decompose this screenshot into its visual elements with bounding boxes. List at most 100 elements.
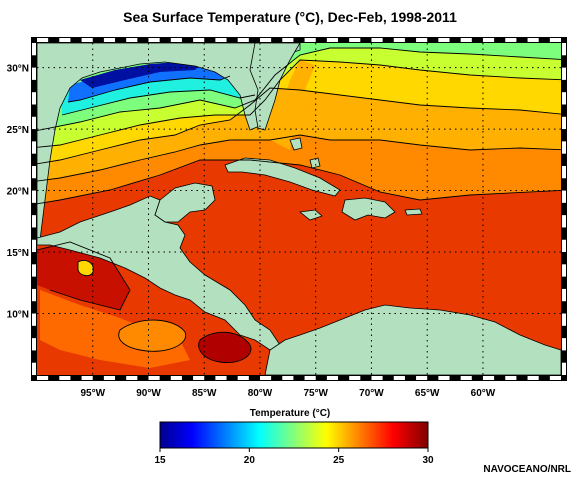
- frame-check: [562, 116, 566, 130]
- frame-check: [562, 215, 566, 228]
- contour-line: [37, 87, 561, 165]
- colorbar-tick-label: 20: [244, 455, 256, 466]
- contour-line: [67, 75, 231, 103]
- land-central-america: [37, 195, 281, 351]
- contour-line: [118, 319, 187, 352]
- lon-tick-label: 80°W: [248, 388, 273, 399]
- frame-check: [460, 376, 472, 380]
- frame-check: [32, 141, 36, 154]
- frame-check: [32, 116, 36, 130]
- frame-check: [438, 38, 450, 42]
- frame-check: [170, 376, 182, 380]
- frame-check: [282, 376, 294, 380]
- frame-check: [215, 376, 227, 380]
- lat-tick-label: 30°N: [7, 64, 29, 75]
- frame-check: [482, 376, 495, 380]
- frame-check: [562, 264, 566, 277]
- lon-tick-label: 90°W: [136, 388, 161, 399]
- frame-check: [527, 376, 539, 380]
- frame-check: [416, 376, 428, 380]
- frame-check: [259, 376, 272, 380]
- frame-check: [527, 38, 539, 42]
- frame-check: [59, 38, 71, 42]
- latitude-labels: 30°N 25°N 20°N 15°N 10°N: [7, 64, 29, 321]
- frame-check: [562, 67, 566, 80]
- land-hispaniola: [341, 197, 396, 221]
- lon-tick-label: 60°W: [471, 388, 496, 399]
- colorbar-tick-label: 30: [422, 455, 434, 466]
- frame-check: [81, 38, 93, 42]
- lat-tick-label: 10°N: [7, 310, 29, 321]
- frame-check: [562, 141, 566, 154]
- frame-check: [562, 338, 566, 351]
- frame-check: [562, 165, 566, 179]
- frame-check: [32, 92, 36, 105]
- contour-line: [61, 89, 256, 116]
- credit-label: NAVOCEANO/NRL: [483, 464, 571, 475]
- land-jamaica: [299, 209, 323, 221]
- frame-check: [562, 92, 566, 105]
- frame-check: [393, 376, 405, 380]
- frame-check: [562, 362, 566, 375]
- lat-tick-label: 25°N: [7, 125, 29, 136]
- contour-lines: [37, 47, 561, 363]
- contour-line: [77, 260, 94, 277]
- map-title: Sea Surface Temperature (°C), Dec-Feb, 1…: [123, 9, 457, 25]
- land-cuba: [224, 157, 341, 197]
- lon-tick-label: 95°W: [80, 388, 105, 399]
- frame-check: [349, 38, 361, 42]
- frame-check: [32, 239, 36, 253]
- frame-check: [259, 38, 272, 42]
- land-puerto-rico: [404, 208, 423, 216]
- sst-yellow-spot: [78, 260, 94, 276]
- frame-check: [371, 376, 383, 380]
- frame-check: [562, 43, 566, 56]
- frame-check: [371, 38, 383, 42]
- sst-florida-current: [270, 60, 315, 150]
- frame-check: [505, 38, 517, 42]
- contour-line: [37, 59, 561, 148]
- graticule: [37, 43, 561, 375]
- frame-check: [549, 38, 561, 42]
- lon-tick-label: 75°W: [303, 388, 328, 399]
- colorbar-tick-label: 25: [333, 455, 345, 466]
- frame-check: [103, 376, 116, 380]
- contour-line: [37, 241, 131, 311]
- lat-tick-label: 20°N: [7, 187, 29, 198]
- lon-tick-label: 85°W: [192, 388, 217, 399]
- frame-check: [32, 264, 36, 277]
- frame-check: [32, 165, 36, 179]
- frame-check: [126, 38, 138, 42]
- frame-check: [170, 38, 182, 42]
- frame-check: [237, 38, 249, 42]
- map-frame-checks: [32, 38, 566, 380]
- frame-check: [562, 288, 566, 302]
- frame-check: [438, 376, 450, 380]
- frame-check: [282, 38, 294, 42]
- lon-tick-label: 65°W: [415, 388, 440, 399]
- frame-check: [215, 38, 227, 42]
- frame-check: [304, 38, 316, 42]
- sst-orange-oval: [118, 320, 186, 352]
- frame-check: [32, 67, 36, 80]
- frame-check: [237, 376, 249, 380]
- lat-tick-label: 15°N: [7, 248, 29, 259]
- frame-check: [148, 376, 160, 380]
- contour-line: [37, 47, 561, 132]
- frame-check: [349, 376, 361, 380]
- lon-tick-label: 70°W: [359, 388, 384, 399]
- sst-band-darkblue: [80, 62, 200, 88]
- colorbar-title: Temperature (°C): [250, 408, 331, 419]
- frame-check: [32, 288, 36, 302]
- frame-check: [562, 190, 566, 203]
- frame-check: [32, 338, 36, 351]
- frame-check: [37, 38, 49, 42]
- frame-check: [32, 190, 36, 203]
- frame-check: [505, 376, 517, 380]
- frame-check: [103, 38, 116, 42]
- frame-check: [37, 376, 49, 380]
- frame-check: [126, 376, 138, 380]
- land-yucatan: [154, 182, 216, 223]
- frame-check: [326, 38, 339, 42]
